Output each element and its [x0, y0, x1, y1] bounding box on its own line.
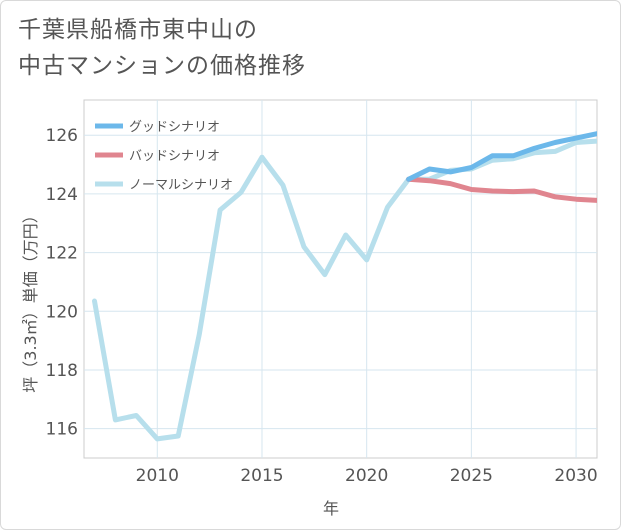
plot-area	[83, 99, 598, 459]
x-tick-label: 2030	[554, 466, 597, 486]
series-line-bad	[406, 176, 597, 203]
x-tick-label: 2010	[136, 466, 179, 486]
tick-labels: 116 118 120 122 124 126 2010 2015 2020 2025 2030	[46, 126, 598, 486]
legend-label: バッドシナリオ	[129, 149, 220, 164]
series-line-good	[406, 131, 597, 182]
y-tick-label: 116	[46, 420, 78, 440]
y-tick-label: 122	[46, 244, 78, 264]
x-tick-label: 2015	[240, 466, 283, 486]
chart-title: 千葉県船橋市東中山の 中古マンションの価格推移	[18, 12, 306, 84]
chart-title-line1: 千葉県船橋市東中山の	[18, 17, 258, 43]
y-tick-label: 124	[46, 185, 78, 205]
series-line-normal	[92, 138, 597, 442]
x-tick-label: 2020	[345, 466, 388, 486]
chart-title-line2: 中古マンションの価格推移	[18, 53, 306, 79]
x-tick-label: 2025	[450, 466, 493, 486]
y-tick-label: 126	[46, 126, 78, 146]
series-layer	[92, 131, 597, 442]
y-tick-label: 118	[46, 361, 78, 381]
legend-label: ノーマルシナリオ	[129, 178, 233, 193]
y-axis-label: 坪（3.3㎡）単価（万円）	[21, 207, 40, 392]
legend-label: グッドシナリオ	[129, 120, 220, 135]
y-tick-label: 120	[46, 302, 78, 322]
x-axis-label: 年	[323, 499, 339, 518]
